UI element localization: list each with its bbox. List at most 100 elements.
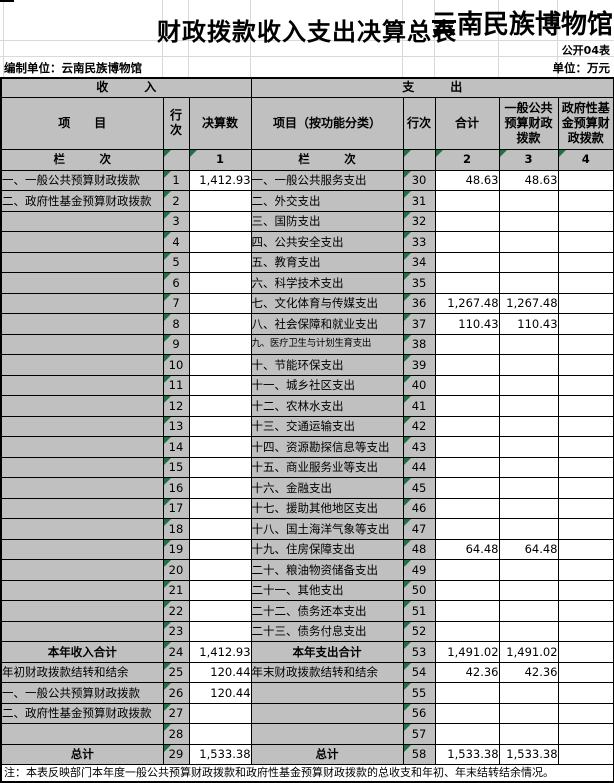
income-rowno-cell[interactable]: 9 bbox=[162, 333, 190, 355]
general-budget-value-cell[interactable]: 110.43 bbox=[498, 313, 559, 335]
income-rowno-cell[interactable]: 19 bbox=[162, 538, 190, 560]
col-num-2[interactable]: 2 bbox=[434, 148, 500, 171]
income-rowno-cell[interactable]: 3 bbox=[162, 210, 190, 232]
total-value-cell[interactable]: 1,491.02 bbox=[434, 641, 500, 663]
expenditure-rowno-cell[interactable]: 34 bbox=[402, 251, 436, 273]
total-value-cell[interactable] bbox=[434, 579, 500, 601]
income-value-cell[interactable]: 1,533.38 bbox=[188, 743, 252, 765]
income-item-cell[interactable] bbox=[0, 559, 164, 581]
expenditure-rowno-cell[interactable]: 39 bbox=[402, 354, 436, 376]
total-value-cell[interactable] bbox=[434, 231, 500, 253]
income-value-cell[interactable] bbox=[188, 559, 252, 581]
gov-fund-value-cell[interactable] bbox=[557, 190, 614, 212]
gov-fund-value-cell[interactable] bbox=[557, 395, 614, 417]
general-budget-value-cell[interactable] bbox=[498, 723, 559, 745]
income-item-cell[interactable] bbox=[0, 210, 164, 232]
total-value-cell[interactable] bbox=[434, 436, 500, 458]
income-value-cell[interactable] bbox=[188, 210, 252, 232]
gov-fund-value-cell[interactable] bbox=[557, 723, 614, 745]
gov-fund-value-cell[interactable] bbox=[557, 518, 614, 540]
expenditure-item-cell[interactable]: 二、外交支出 bbox=[250, 190, 404, 212]
col-num-3[interactable]: 3 bbox=[498, 148, 559, 171]
general-budget-value-cell[interactable]: 1,533.38 bbox=[498, 743, 559, 765]
expenditure-rowno-cell[interactable]: 51 bbox=[402, 600, 436, 622]
expenditure-item-cell[interactable]: 二十一、其他支出 bbox=[250, 579, 404, 601]
expenditure-rowno-cell[interactable]: 44 bbox=[402, 456, 436, 478]
income-rowno-cell[interactable]: 28 bbox=[162, 723, 190, 745]
expenditure-item-cell[interactable]: 十八、国土海洋气象等支出 bbox=[250, 518, 404, 540]
gov-fund-value-cell[interactable] bbox=[557, 600, 614, 622]
expenditure-item-cell[interactable]: 九、医疗卫生与计划生育支出 bbox=[250, 333, 404, 355]
income-value-cell[interactable] bbox=[188, 723, 252, 745]
total-value-cell[interactable] bbox=[434, 723, 500, 745]
income-value-cell[interactable] bbox=[188, 190, 252, 212]
gov-fund-value-cell[interactable] bbox=[557, 702, 614, 724]
general-budget-value-cell[interactable] bbox=[498, 354, 559, 376]
income-item-cell[interactable] bbox=[0, 333, 164, 355]
gov-fund-value-cell[interactable] bbox=[557, 743, 614, 765]
col-header-general-budget[interactable]: 一般公共预算财政拨款 bbox=[498, 96, 559, 150]
income-value-cell[interactable]: 120.44 bbox=[188, 682, 252, 704]
lanci-left-label[interactable]: 栏 次 bbox=[0, 148, 164, 171]
income-item-cell[interactable] bbox=[0, 723, 164, 745]
total-value-cell[interactable] bbox=[434, 251, 500, 273]
general-budget-value-cell[interactable]: 1,267.48 bbox=[498, 292, 559, 314]
gov-fund-value-cell[interactable] bbox=[557, 210, 614, 232]
general-budget-value-cell[interactable] bbox=[498, 272, 559, 294]
income-value-cell[interactable]: 1,412.93 bbox=[188, 169, 252, 191]
general-budget-value-cell[interactable]: 42.36 bbox=[498, 661, 559, 683]
income-item-cell[interactable] bbox=[0, 456, 164, 478]
expenditure-rowno-cell[interactable]: 31 bbox=[402, 190, 436, 212]
expenditure-item-cell[interactable]: 总计 bbox=[250, 743, 404, 765]
general-budget-value-cell[interactable] bbox=[498, 600, 559, 622]
income-rowno-cell[interactable]: 18 bbox=[162, 518, 190, 540]
gov-fund-value-cell[interactable] bbox=[557, 354, 614, 376]
income-rowno-cell[interactable]: 15 bbox=[162, 456, 190, 478]
expenditure-rowno-cell[interactable]: 41 bbox=[402, 395, 436, 417]
general-budget-value-cell[interactable] bbox=[498, 210, 559, 232]
expenditure-item-cell[interactable]: 七、文化体育与传媒支出 bbox=[250, 292, 404, 314]
expenditure-item-cell[interactable]: 八、社会保障和就业支出 bbox=[250, 313, 404, 335]
income-value-cell[interactable] bbox=[188, 354, 252, 376]
expenditure-item-cell[interactable]: 四、公共安全支出 bbox=[250, 231, 404, 253]
income-item-cell[interactable] bbox=[0, 497, 164, 519]
income-value-cell[interactable] bbox=[188, 702, 252, 724]
total-value-cell[interactable] bbox=[434, 415, 500, 437]
gov-fund-value-cell[interactable] bbox=[557, 477, 614, 499]
expenditure-rowno-cell[interactable]: 45 bbox=[402, 477, 436, 499]
total-value-cell[interactable]: 64.48 bbox=[434, 538, 500, 560]
expenditure-item-cell[interactable]: 三、国防支出 bbox=[250, 210, 404, 232]
general-budget-value-cell[interactable] bbox=[498, 456, 559, 478]
total-value-cell[interactable] bbox=[434, 333, 500, 355]
expenditure-rowno-cell[interactable]: 50 bbox=[402, 579, 436, 601]
total-value-cell[interactable]: 48.63 bbox=[434, 169, 500, 191]
general-budget-value-cell[interactable] bbox=[498, 579, 559, 601]
general-budget-value-cell[interactable] bbox=[498, 518, 559, 540]
income-item-cell[interactable]: 一、一般公共预算财政拨款 bbox=[0, 169, 164, 191]
income-rowno-cell[interactable]: 14 bbox=[162, 436, 190, 458]
gov-fund-value-cell[interactable] bbox=[557, 456, 614, 478]
income-rowno-cell[interactable]: 6 bbox=[162, 272, 190, 294]
income-item-cell[interactable] bbox=[0, 313, 164, 335]
expenditure-rowno-cell[interactable]: 36 bbox=[402, 292, 436, 314]
expenditure-rowno-cell[interactable]: 57 bbox=[402, 723, 436, 745]
income-item-cell[interactable]: 一、一般公共预算财政拨款 bbox=[0, 682, 164, 704]
income-value-cell[interactable]: 120.44 bbox=[188, 661, 252, 683]
income-value-cell[interactable] bbox=[188, 395, 252, 417]
gov-fund-value-cell[interactable] bbox=[557, 292, 614, 314]
income-value-cell[interactable] bbox=[188, 272, 252, 294]
income-item-cell[interactable] bbox=[0, 600, 164, 622]
income-item-cell[interactable] bbox=[0, 518, 164, 540]
income-item-cell[interactable] bbox=[0, 272, 164, 294]
expenditure-item-cell[interactable]: 十七、援助其他地区支出 bbox=[250, 497, 404, 519]
income-rowno-cell[interactable]: 21 bbox=[162, 579, 190, 601]
col-num-4[interactable]: 4 bbox=[557, 148, 614, 171]
total-value-cell[interactable] bbox=[434, 559, 500, 581]
income-rowno-cell[interactable]: 26 bbox=[162, 682, 190, 704]
expenditure-rowno-cell[interactable]: 30 bbox=[402, 169, 436, 191]
income-item-cell[interactable]: 二、政府性基金预算财政拨款 bbox=[0, 702, 164, 724]
income-value-cell[interactable] bbox=[188, 538, 252, 560]
income-rowno-cell[interactable]: 16 bbox=[162, 477, 190, 499]
general-budget-value-cell[interactable] bbox=[498, 477, 559, 499]
income-rowno-cell[interactable]: 20 bbox=[162, 559, 190, 581]
